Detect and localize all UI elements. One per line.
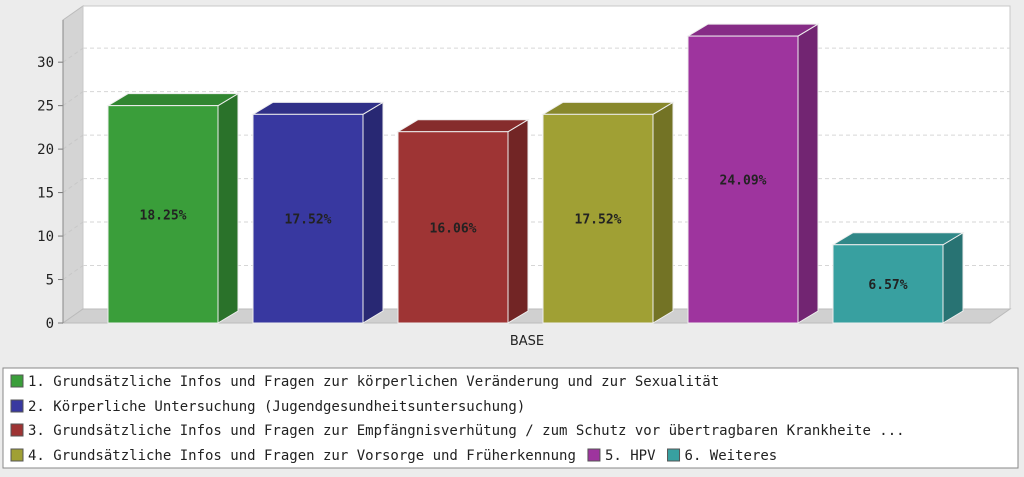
bar-side [652,101,674,324]
y-tick-label: 20 [37,142,54,158]
y-tick-label: 15 [37,186,54,202]
plot-left-wall [62,5,84,324]
y-tick-label: 5 [46,273,54,289]
y-tick-label: 25 [37,99,54,115]
legend-swatch [587,448,601,462]
x-category-label: BASE [510,334,544,349]
bar-value-label: 18.25% [140,208,187,223]
legend-entry: 4. Grundsätzliche Infos und Fragen zur V… [28,448,576,464]
bar[interactable] [542,113,654,324]
legend-entry: 3. Grundsätzliche Infos und Fragen zur E… [28,423,905,439]
bar-top [106,93,240,107]
bar-top [686,23,820,37]
bar[interactable] [397,131,509,324]
bar-top [831,232,965,246]
bar-value-label: 17.52% [575,213,622,228]
bar-side [507,118,529,324]
legend-entry: 6. Weiteres [685,448,778,464]
legend-swatch [10,423,24,437]
bar[interactable] [832,244,944,324]
bar-value-label: 6.57% [868,278,907,293]
bar[interactable] [107,105,219,324]
bar-top [541,101,675,115]
bar-side [942,231,964,324]
bar[interactable] [252,113,364,324]
legend-swatch [10,374,24,388]
legend-entry: 1. Grundsätzliche Infos und Fragen zur k… [28,374,719,390]
bar-side [362,101,384,324]
y-tick-label: 10 [37,229,54,245]
bar-value-label: 16.06% [430,221,477,236]
bar-top [396,119,530,133]
legend-swatch [10,448,24,462]
bar-side [797,23,819,324]
y-tick-label: 30 [37,55,54,71]
legend-entry: 2. Körperliche Untersuchung (Jugendgesun… [28,399,525,415]
bar-top [251,101,385,115]
bar-value-label: 17.52% [285,213,332,228]
bar-side [217,92,239,324]
legend-swatch [10,399,24,413]
y-tick-label: 0 [46,316,54,332]
legend-box [2,367,1019,469]
legend-swatch [667,448,681,462]
bar-value-label: 24.09% [720,174,767,189]
bar[interactable] [687,35,799,324]
legend-entry: 5. HPV [605,448,656,464]
